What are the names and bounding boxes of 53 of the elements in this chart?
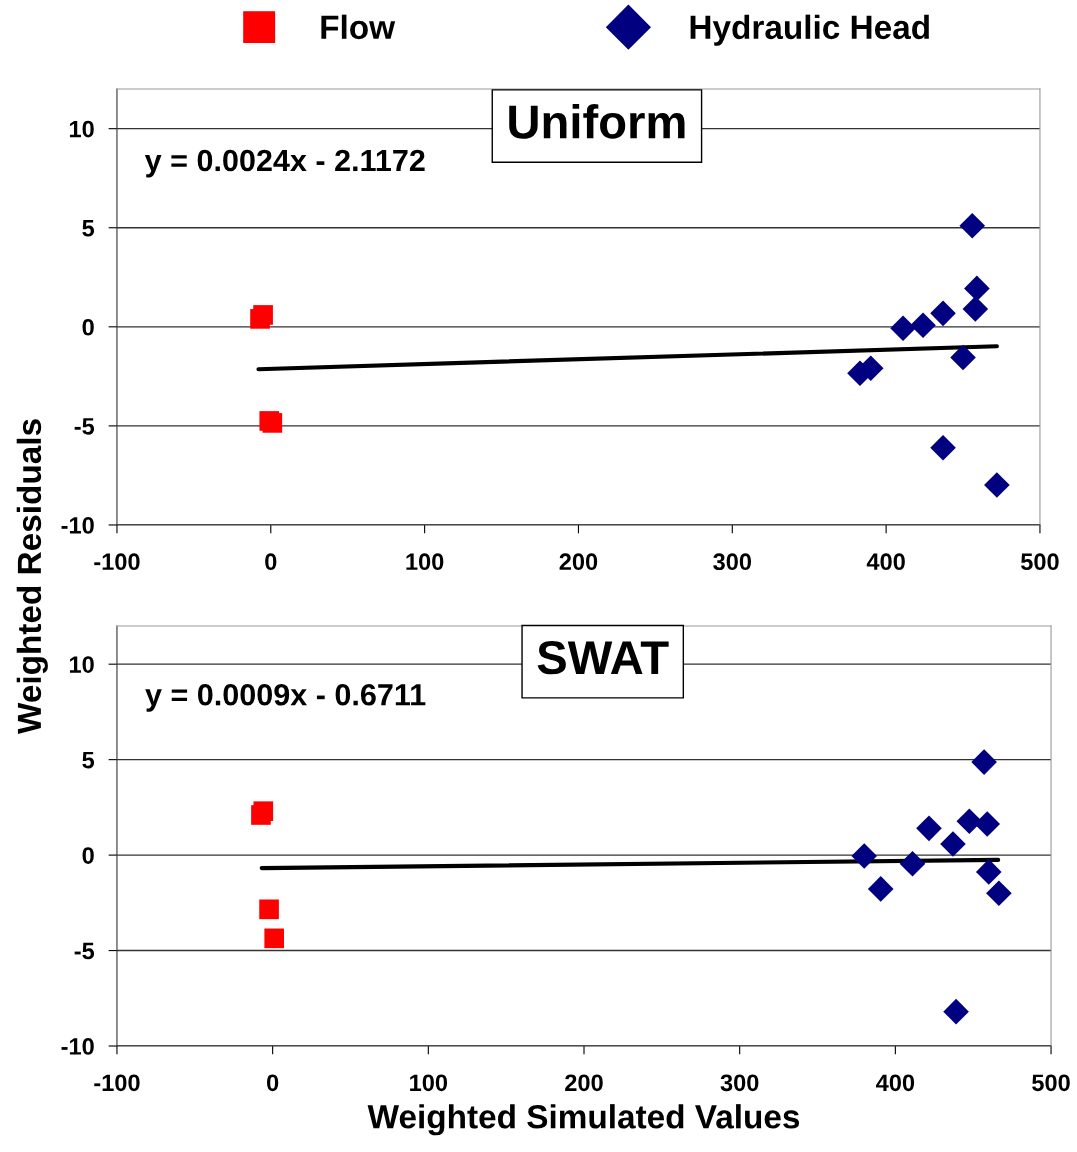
- point: [974, 811, 1001, 837]
- x-tick-label: 100: [406, 553, 444, 571]
- x-tick-label: 300: [720, 1074, 759, 1092]
- legend-label: Flow: [321, 14, 396, 40]
- x-axis-title: Weighted Simulated Values: [367, 1104, 800, 1136]
- point: [916, 815, 942, 842]
- point: [259, 899, 279, 920]
- chart-title: Uniform: [509, 104, 685, 139]
- annotation: y = 0.0024x - 2.1172: [144, 149, 425, 178]
- y-tick-label: -5: [74, 418, 95, 435]
- point: [975, 859, 1002, 885]
- chart-title: SWAT: [537, 640, 669, 675]
- x-tick-label: -100: [94, 1074, 140, 1092]
- x-tick-label: 100: [410, 1074, 448, 1092]
- point: [950, 344, 976, 371]
- x-tick-label: 200: [559, 553, 598, 571]
- x-tick-label: 500: [1032, 1074, 1070, 1092]
- annotation: y = 0.0009x - 0.6711: [145, 683, 426, 712]
- point: [910, 312, 936, 339]
- point: [959, 212, 986, 239]
- y-tick-label: 0: [82, 318, 94, 336]
- point: [851, 843, 878, 869]
- point: [984, 472, 1010, 498]
- legend-label: Hydraulic Head: [690, 14, 929, 46]
- point: [930, 434, 956, 461]
- point: [986, 880, 1012, 907]
- point: [964, 275, 990, 302]
- point: [899, 850, 926, 877]
- x-tick-label: -100: [94, 553, 140, 571]
- x-tick-label: 0: [267, 1074, 279, 1092]
- y-tick-label: -5: [74, 942, 95, 960]
- x-tick-label: 0: [265, 553, 277, 571]
- y-tick-label: 5: [82, 220, 95, 237]
- point: [940, 831, 966, 857]
- y-tick-label: 5: [82, 751, 95, 769]
- x-tick-label: 200: [565, 1074, 603, 1092]
- point: [890, 315, 916, 342]
- x-tick-label: 400: [876, 1074, 915, 1092]
- y-axis-title: Weighted Residuals: [16, 419, 48, 735]
- x-tick-label: 400: [866, 553, 905, 571]
- y-tick-label: 0: [82, 847, 94, 864]
- x-tick-label: 300: [713, 553, 752, 571]
- point: [264, 928, 285, 949]
- point: [943, 998, 969, 1025]
- y-tick-label: 10: [69, 120, 94, 138]
- y-tick-label: -10: [61, 517, 94, 534]
- point: [867, 876, 894, 902]
- y-tick-label: 10: [69, 656, 94, 673]
- x-tick-label: 500: [1020, 553, 1059, 571]
- point: [930, 300, 956, 327]
- point: [971, 749, 997, 775]
- point: [962, 296, 989, 322]
- y-tick-label: -10: [61, 1038, 94, 1055]
